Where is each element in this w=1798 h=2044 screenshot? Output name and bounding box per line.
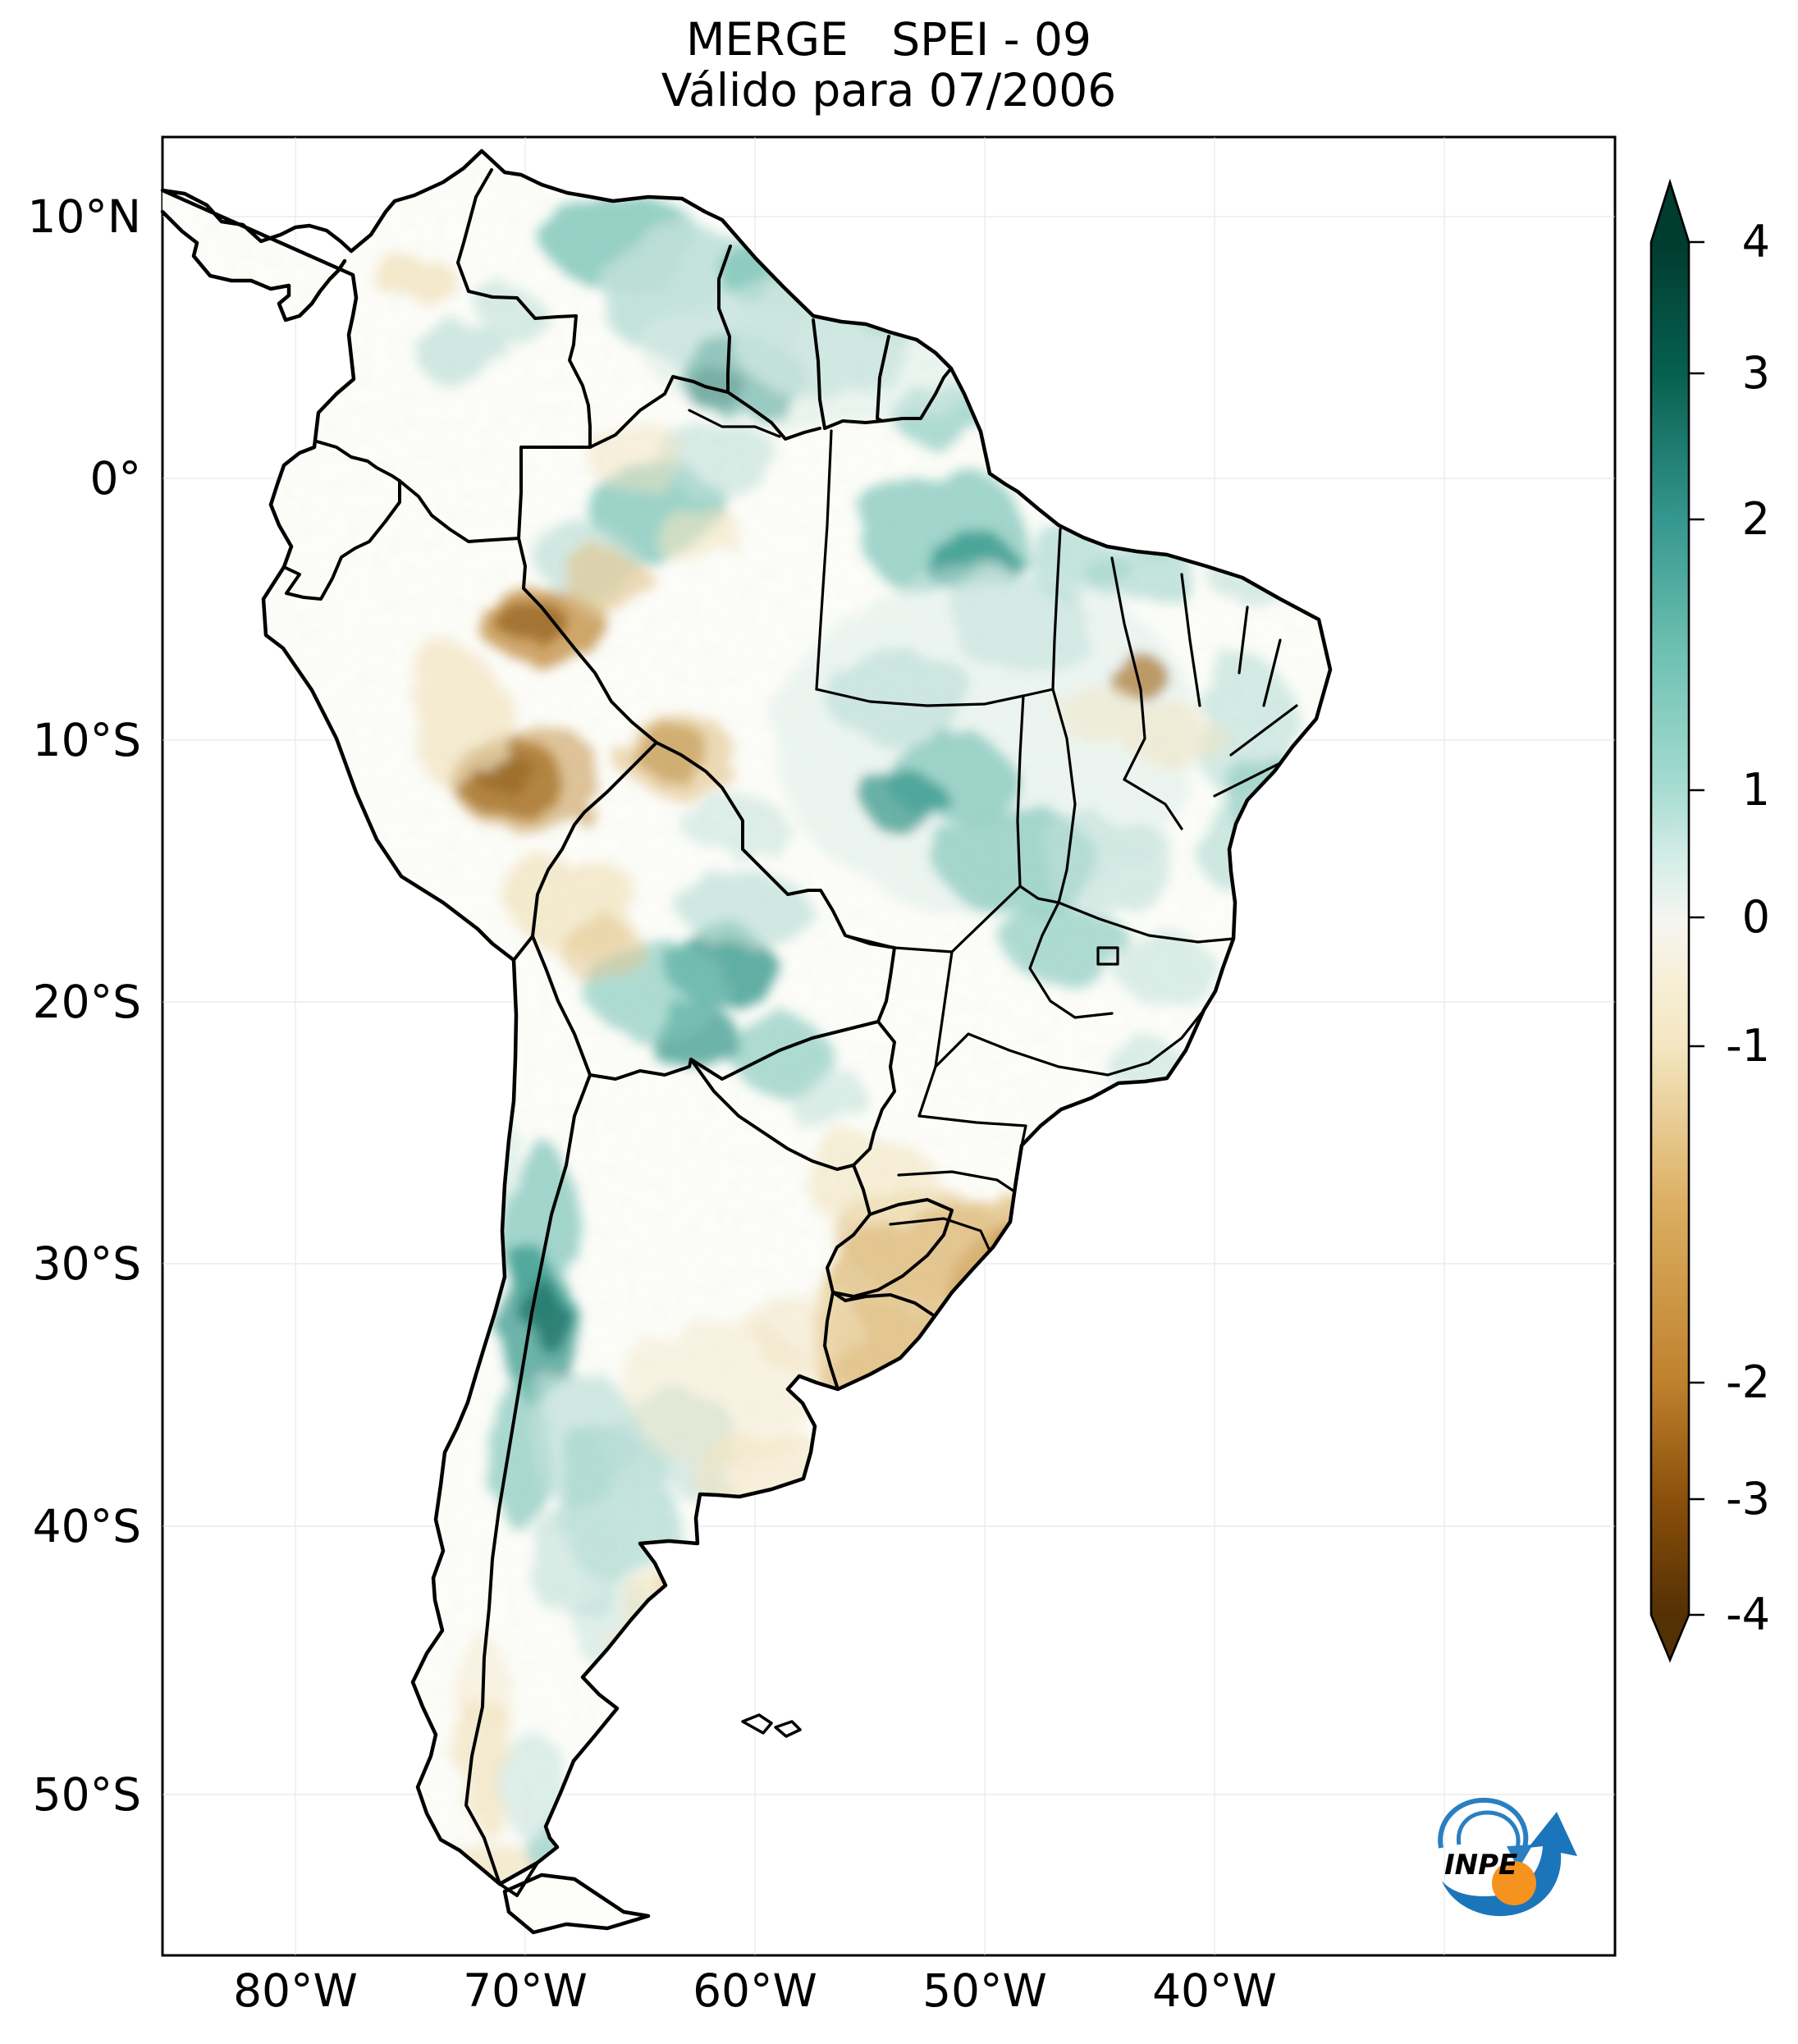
cb-tick-m4: -4 <box>1726 1589 1770 1640</box>
state-borders <box>688 409 1298 1251</box>
cb-tick-2: 2 <box>1741 493 1770 545</box>
lon-tick-70w: 70°W <box>463 1964 588 2017</box>
figure-title: MERGE SPEI - 09 <box>685 13 1092 66</box>
logo-swirl-inner-icon <box>1456 1810 1521 1852</box>
cb-tick-m2: -2 <box>1726 1356 1770 1408</box>
country-borders <box>282 168 954 1897</box>
logo-text: INPE <box>1444 1849 1517 1882</box>
lon-tick-50w: 50°W <box>922 1964 1047 2017</box>
lon-tick-40w: 40°W <box>1152 1964 1277 2017</box>
lat-tick-20s: 20°S <box>32 976 141 1028</box>
lat-tick-30s: 30°S <box>32 1237 141 1290</box>
logo-orange-ball-icon <box>1492 1861 1536 1905</box>
logo-swirl-outer-icon <box>1438 1797 1529 1854</box>
cb-tick-m3: -3 <box>1726 1473 1770 1525</box>
logo-arrow-icon <box>1442 1812 1577 1917</box>
coastline <box>160 149 1333 1935</box>
cb-tick-4: 4 <box>1741 216 1770 268</box>
lat-tick-0: 0° <box>89 452 142 505</box>
cb-tick-0: 0 <box>1741 891 1770 943</box>
lon-tick-60w: 60°W <box>693 1964 817 2017</box>
cb-tick-3: 3 <box>1741 347 1770 399</box>
inpe-logo: INPE <box>1438 1797 1577 1917</box>
colorbar <box>1649 178 1704 1663</box>
lat-tick-50s: 50°S <box>32 1768 141 1821</box>
lat-tick-40s: 40°S <box>32 1500 141 1552</box>
lat-tick-10n: 10°N <box>27 190 141 243</box>
figure-subtitle: Válido para 07/2006 <box>661 64 1117 117</box>
lon-tick-80w: 80°W <box>233 1964 358 2017</box>
logo-swirl-arrowhead-icon <box>1507 1845 1533 1869</box>
cb-tick-1: 1 <box>1741 764 1770 816</box>
cb-tick-m1: -1 <box>1726 1020 1770 1072</box>
lat-tick-10s: 10°S <box>32 714 141 766</box>
